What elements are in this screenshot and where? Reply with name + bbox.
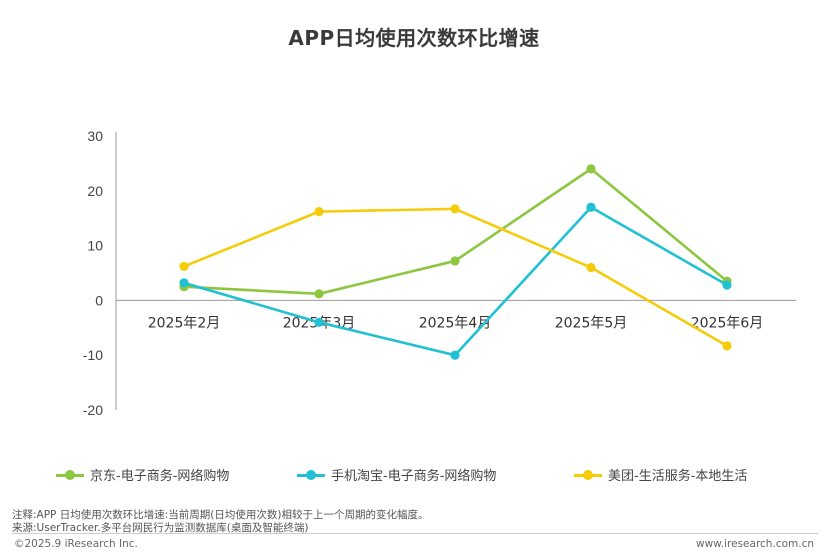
- legend-item: 美团-生活服务-本地生活: [574, 465, 747, 484]
- y-tick-label: 20: [87, 183, 103, 199]
- data-point: [586, 203, 595, 212]
- data-point: [179, 278, 188, 287]
- data-point: [314, 207, 323, 216]
- y-tick-label: -10: [83, 347, 103, 363]
- data-point: [450, 256, 459, 265]
- website-text: www.iresearch.com.cn: [696, 538, 814, 550]
- series-line-2: [184, 207, 727, 355]
- copyright-text: ©2025.9 iResearch Inc.: [14, 538, 138, 550]
- legend-item: 手机淘宝-电子商务-网络购物: [297, 465, 496, 484]
- y-tick-label: 30: [87, 128, 103, 144]
- data-point: [450, 351, 459, 360]
- legend-item: 京东-电子商务-网络购物: [56, 465, 229, 484]
- y-tick-label: 10: [87, 238, 103, 254]
- legend-label: 手机淘宝-电子商务-网络购物: [331, 465, 496, 484]
- data-point: [179, 262, 188, 271]
- chart-legend: 京东-电子商务-网络购物 手机淘宝-电子商务-网络购物 美团-生活服务-本地生活: [0, 465, 828, 487]
- legend-swatch: [574, 470, 602, 480]
- chart-page: APP日均使用次数环比增速 3020100-10-202025年2月2025年3…: [0, 0, 828, 552]
- legend-label: 京东-电子商务-网络购物: [90, 465, 229, 484]
- chart-note: 注释:APP 日均使用次数环比增速:当前周期(日均使用次数)相较于上一个周期的变…: [12, 508, 428, 522]
- legend-swatch: [297, 470, 325, 480]
- legend-swatch: [56, 470, 84, 480]
- data-point: [450, 204, 459, 213]
- y-tick-label: -20: [83, 402, 103, 418]
- series-line-1: [184, 169, 727, 294]
- data-point: [722, 341, 731, 350]
- x-tick-label: 2025年5月: [555, 315, 628, 331]
- legend-label: 美团-生活服务-本地生活: [608, 465, 747, 484]
- x-tick-label: 2025年6月: [691, 315, 764, 331]
- data-point: [586, 164, 595, 173]
- data-point: [314, 289, 323, 298]
- x-tick-label: 2025年2月: [148, 315, 221, 331]
- y-tick-label: 0: [95, 292, 103, 308]
- footer-divider: [12, 533, 818, 534]
- data-point: [586, 263, 595, 272]
- data-point: [314, 318, 323, 327]
- data-point: [722, 280, 731, 289]
